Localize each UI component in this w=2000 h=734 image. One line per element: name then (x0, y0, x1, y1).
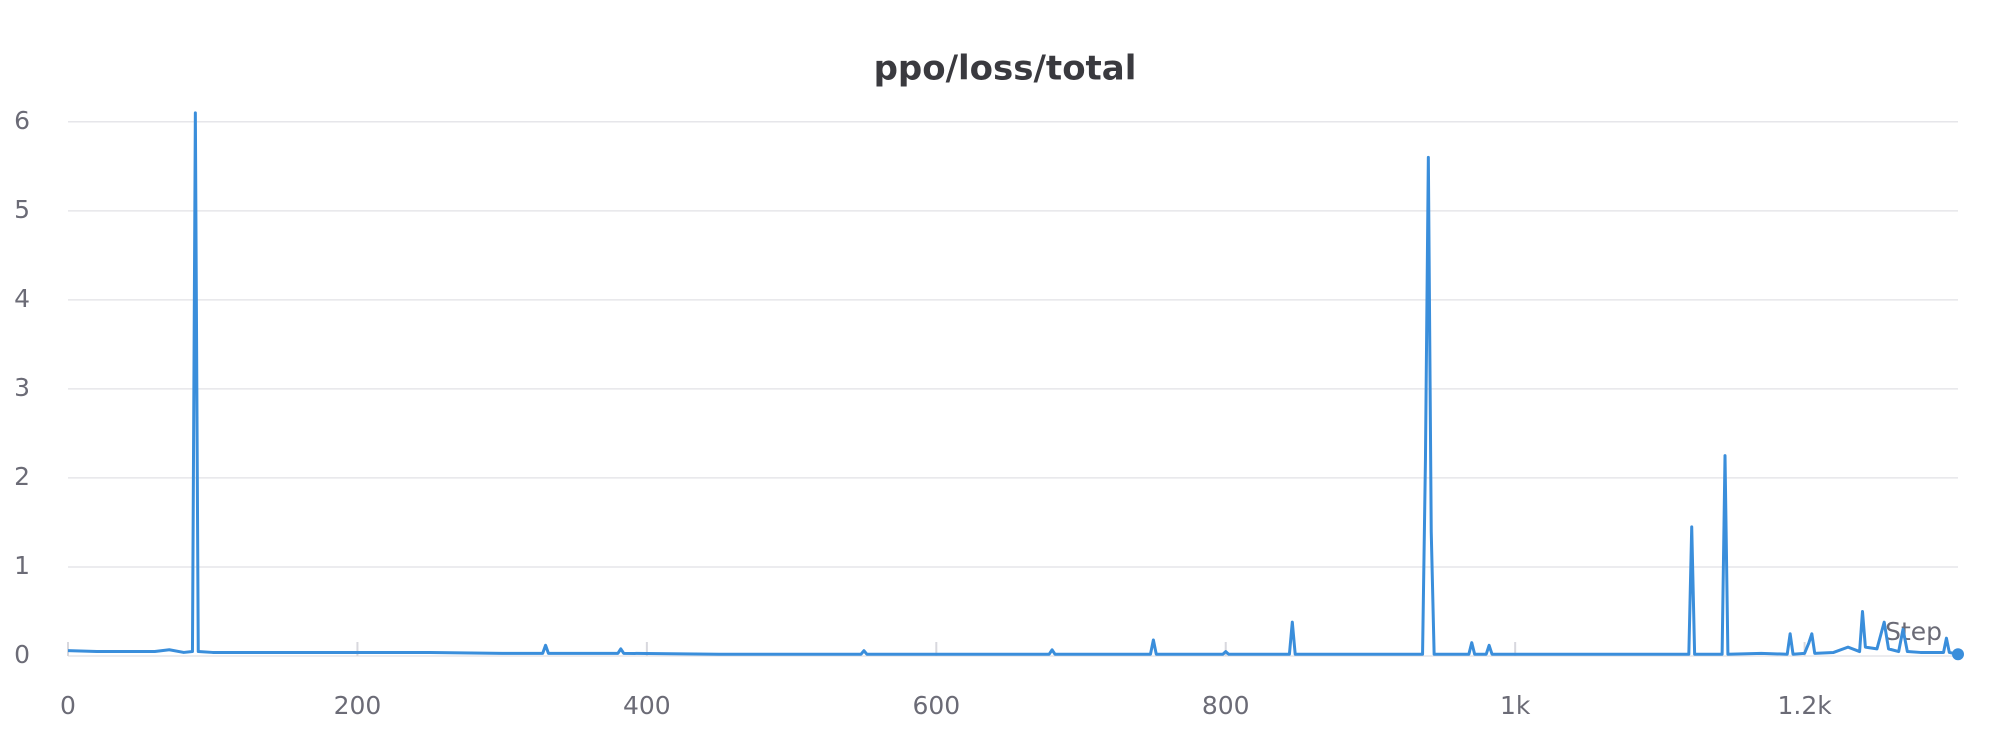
x-tick-label: 400 (623, 691, 671, 720)
y-tick-label: 0 (14, 640, 30, 669)
y-tick-label: 2 (14, 462, 30, 491)
y-tick-label: 6 (14, 106, 30, 135)
x-tick-label: 800 (1202, 691, 1250, 720)
y-tick-label: 5 (14, 195, 30, 224)
x-axis-label: Step (1885, 617, 1942, 646)
y-tick-label: 1 (14, 551, 30, 580)
x-tick-label: 600 (912, 691, 960, 720)
x-tick-label: 1.2k (1777, 691, 1832, 720)
x-tick-label: 1k (1500, 691, 1531, 720)
x-tick-label: 200 (334, 691, 382, 720)
end-point (1952, 648, 1964, 661)
line-series (67, 111, 1959, 656)
y-tick-label: 4 (14, 284, 30, 313)
x-tick-label: 0 (60, 691, 76, 720)
chart-title: ppo/loss/total (874, 49, 1137, 89)
y-tick-label: 3 (14, 373, 30, 402)
